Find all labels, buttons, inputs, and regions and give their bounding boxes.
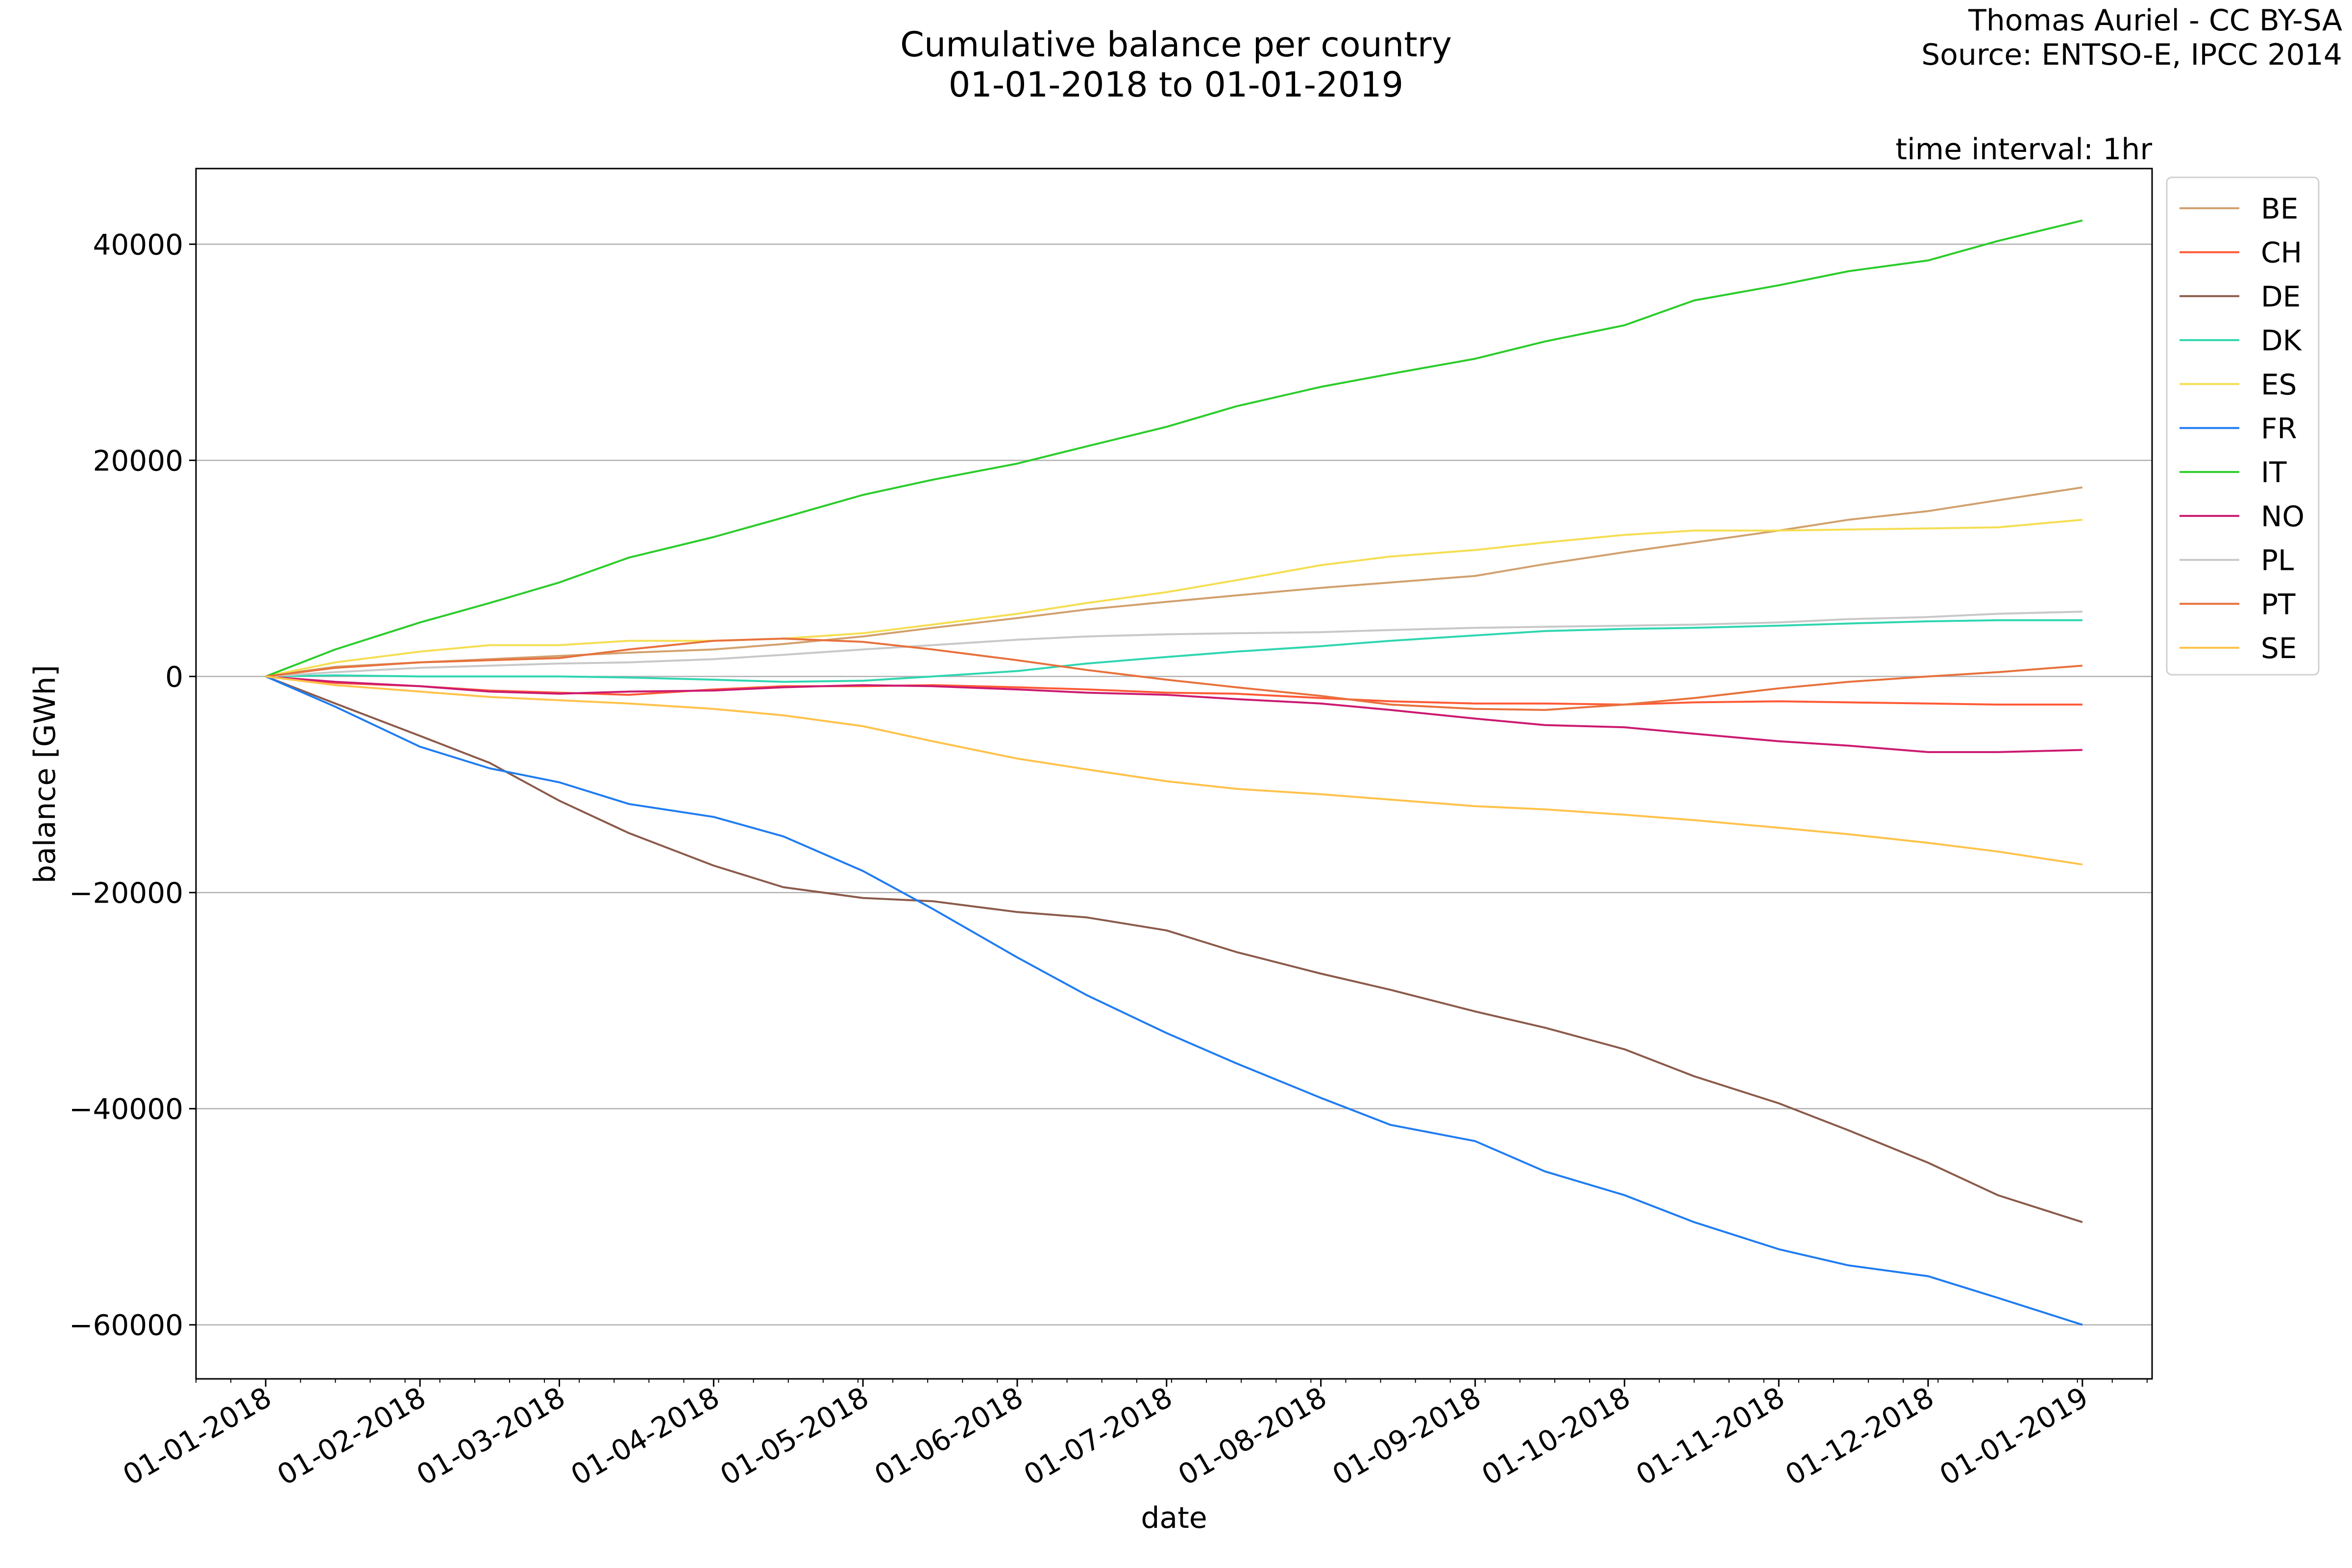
time-interval-annotation: time interval: 1hr (1895, 132, 2152, 167)
legend-label-fr: FR (2261, 412, 2297, 445)
series-line-no (266, 675, 2082, 753)
y-axis: −60000 −40000 −20000 0 20000 40000 (69, 228, 196, 1342)
x-tick-label: 01-03-2018 (411, 1380, 571, 1492)
chart-title: Cumulative balance per country (900, 24, 1452, 65)
series-line-it (265, 219, 2083, 678)
source-credit: Source: ENTSO-E, IPCC 2014 (1921, 38, 2342, 72)
x-tick-label: 01-04-2018 (565, 1380, 725, 1492)
legend-label-pt: PT (2261, 588, 2296, 621)
legend-label-de: DE (2261, 280, 2301, 313)
legend-label-no: NO (2261, 500, 2304, 533)
series-line-de (265, 675, 2083, 1224)
series-line-es (265, 518, 2082, 678)
y-tick-label: −40000 (69, 1093, 183, 1126)
legend-label-es: ES (2261, 368, 2297, 401)
x-tick-label: 01-08-2018 (1173, 1380, 1332, 1492)
y-tick-label: 0 (165, 661, 183, 694)
legend-label-ch: CH (2261, 236, 2302, 270)
author-credit: Thomas Auriel - CC BY-SA (1968, 3, 2342, 38)
y-axis-label: balance [GWh] (28, 665, 62, 883)
grid-lines (196, 244, 2152, 1325)
series-lines (265, 219, 2083, 1326)
series-line-se (265, 675, 2083, 866)
series-line-pl (266, 611, 2082, 678)
x-tick-label: 01-02-2018 (271, 1380, 431, 1492)
x-tick-label: 01-12-2018 (1780, 1380, 1939, 1492)
x-axis-label: date (1141, 1501, 1207, 1535)
x-axis: 01-01-201801-02-201801-03-201801-04-2018… (117, 1379, 2148, 1492)
legend: BE CH DE DK ES FR IT NO PL PT SE (2166, 176, 2320, 676)
y-tick-label: 40000 (93, 228, 183, 261)
legend-label-it: IT (2261, 456, 2287, 489)
legend-label-se: SE (2261, 632, 2297, 665)
x-tick-label: 01-01-2018 (117, 1380, 277, 1492)
legend-box (2166, 176, 2320, 676)
x-tick-label: 01-05-2018 (714, 1380, 874, 1492)
x-tick-label: 01-07-2018 (1018, 1380, 1178, 1492)
legend-label-pl: PL (2261, 544, 2294, 577)
x-tick-label: 01-09-2018 (1327, 1380, 1487, 1492)
legend-label-be: BE (2261, 192, 2298, 225)
series-line-fr (265, 675, 2083, 1326)
x-tick-label: 01-11-2018 (1630, 1380, 1790, 1492)
series-line-pt (265, 637, 2082, 711)
y-tick-label: −60000 (69, 1309, 183, 1342)
x-tick-label: 01-06-2018 (869, 1380, 1029, 1492)
x-tick-label: 01-01-2019 (1934, 1380, 2094, 1492)
legend-label-dk: DK (2261, 324, 2303, 357)
y-tick-label: −20000 (69, 877, 183, 910)
plot-frame (195, 168, 2153, 1380)
chart-subtitle: 01-01-2018 to 01-01-2019 (949, 65, 1403, 105)
y-tick-label: 20000 (93, 444, 183, 477)
series-line-be (265, 486, 2083, 678)
x-tick-label: 01-10-2018 (1476, 1380, 1636, 1492)
series-line-ch (266, 675, 2082, 706)
series-line-dk (266, 619, 2082, 683)
